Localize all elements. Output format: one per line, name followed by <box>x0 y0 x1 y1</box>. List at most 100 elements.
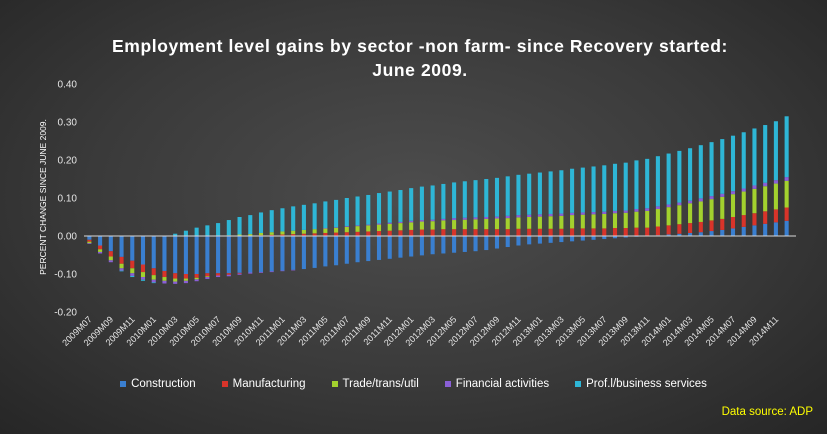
y-tick-label: 0.00 <box>58 232 78 243</box>
bar-segment-financial-activities <box>537 214 542 217</box>
legend-label: Prof.l/business services <box>586 378 707 390</box>
legend-swatch <box>575 381 582 387</box>
bar-segment-manufacturing <box>226 273 231 275</box>
bar-segment-prof-l-business-services <box>366 194 371 225</box>
bar-segment-construction <box>473 236 478 252</box>
bar-segment-manufacturing <box>119 256 124 264</box>
bar-segment-trade-trans-util <box>559 215 564 229</box>
bar-segment-prof-l-business-services <box>130 275 135 278</box>
bar-segment-construction <box>323 236 328 267</box>
bar-segment-prof-l-business-services <box>484 179 489 217</box>
bar-segment-prof-l-business-services <box>741 132 746 189</box>
bar-segment-prof-l-business-services <box>645 158 650 209</box>
bar-segment-financial-activities <box>505 215 510 219</box>
bar-segment-financial-activities <box>98 251 103 254</box>
bar-segment-manufacturing <box>130 260 135 269</box>
bar-segment-manufacturing <box>698 221 703 233</box>
bar-segment-financial-activities <box>688 200 693 204</box>
bar-segment-construction <box>398 236 403 258</box>
y-tick-label: 0.30 <box>58 118 78 129</box>
bar-segment-manufacturing <box>741 215 746 227</box>
bar-segment-trade-trans-util <box>763 186 768 212</box>
legend-item: Prof.l/business services <box>575 378 707 390</box>
bar-segment-prof-l-business-services <box>612 163 618 211</box>
bar-segment-financial-activities <box>591 212 596 215</box>
bar-segment-prof-l-business-services <box>355 196 360 226</box>
bar-segment-financial-activities <box>216 275 221 278</box>
bar-segment-construction <box>301 236 306 270</box>
bar-segment-manufacturing <box>269 234 274 236</box>
bar-segment-trade-trans-util <box>355 226 360 232</box>
bar-segment-manufacturing <box>237 272 242 274</box>
bar-segment-financial-activities <box>623 210 628 213</box>
bar-segment-trade-trans-util <box>494 218 500 230</box>
bar-segment-financial-activities <box>366 224 371 226</box>
bar-segment-financial-activities <box>452 218 457 221</box>
bar-segment-manufacturing <box>173 273 178 279</box>
bar-segment-construction <box>173 236 178 274</box>
bar-segment-prof-l-business-services <box>720 139 725 194</box>
bar-segment-prof-l-business-services <box>237 217 242 235</box>
bar-segment-prof-l-business-services <box>655 156 660 207</box>
bar-segment-trade-trans-util <box>527 217 532 229</box>
bar-segment-prof-l-business-services <box>516 174 521 216</box>
bar-segment-trade-trans-util <box>784 180 789 208</box>
bar-segment-prof-l-business-services <box>398 190 403 222</box>
bar-segment-trade-trans-util <box>258 232 264 236</box>
bar-segment-construction <box>387 236 392 259</box>
bar-segment-manufacturing <box>591 228 596 236</box>
bar-segment-trade-trans-util <box>291 230 296 235</box>
bar-segment-construction <box>698 232 703 236</box>
bar-segment-construction <box>194 236 199 274</box>
bar-segment-manufacturing <box>441 229 446 236</box>
bar-segment-prof-l-business-services <box>666 153 671 205</box>
bar-segment-construction <box>570 236 575 242</box>
bar-segment-trade-trans-util <box>484 218 489 230</box>
bar-segment-manufacturing <box>323 232 328 236</box>
bar-segment-manufacturing <box>484 229 489 236</box>
bar-segment-manufacturing <box>559 228 564 236</box>
bar-segment-manufacturing <box>645 227 650 236</box>
bar-segment-prof-l-business-services <box>173 233 178 236</box>
bar-segment-manufacturing <box>194 274 199 278</box>
legend-label: Financial activities <box>455 378 550 390</box>
legend-label: Trade/trans/util <box>342 378 419 390</box>
bar-segment-construction <box>752 225 757 236</box>
y-tick-label: 0.40 <box>58 80 78 91</box>
bar-segment-manufacturing <box>612 228 618 236</box>
bar-segment-manufacturing <box>344 232 349 236</box>
bar-segment-construction <box>688 232 693 236</box>
bar-segment-construction <box>559 236 564 243</box>
bar-segment-financial-activities <box>559 213 564 216</box>
bar-segment-manufacturing <box>419 229 424 236</box>
bar-segment-manufacturing <box>720 218 725 230</box>
bar-segment-trade-trans-util <box>162 277 167 281</box>
bar-segment-trade-trans-util <box>398 223 403 231</box>
bar-segment-financial-activities <box>516 215 521 218</box>
legend-label: Construction <box>131 378 196 390</box>
bar-segment-trade-trans-util <box>730 194 736 217</box>
bar-segment-trade-trans-util <box>645 210 650 228</box>
bar-segment-trade-trans-util <box>720 196 725 219</box>
bar-segment-manufacturing <box>108 251 113 257</box>
bar-segment-financial-activities <box>130 273 135 276</box>
bar-segment-financial-activities <box>784 177 789 181</box>
bar-segment-construction <box>548 236 553 243</box>
bar-segment-manufacturing <box>570 228 575 236</box>
bar-segment-manufacturing <box>216 273 221 276</box>
bar-segment-trade-trans-util <box>151 275 156 280</box>
bar-segment-trade-trans-util <box>312 229 317 234</box>
bar-segment-financial-activities <box>183 280 188 284</box>
bar-segment-manufacturing <box>334 232 339 236</box>
bar-segment-construction <box>344 236 349 264</box>
bar-segment-prof-l-business-services <box>698 145 703 199</box>
bar-segment-construction <box>237 236 242 273</box>
bar-segment-construction <box>183 236 188 274</box>
bar-segment-trade-trans-util <box>269 232 274 235</box>
legend-swatch <box>444 381 451 387</box>
bar-segment-trade-trans-util <box>419 221 424 230</box>
bar-segment-financial-activities <box>194 279 199 282</box>
bar-segment-manufacturing <box>784 207 789 221</box>
bar-segment-prof-l-business-services <box>280 208 285 232</box>
